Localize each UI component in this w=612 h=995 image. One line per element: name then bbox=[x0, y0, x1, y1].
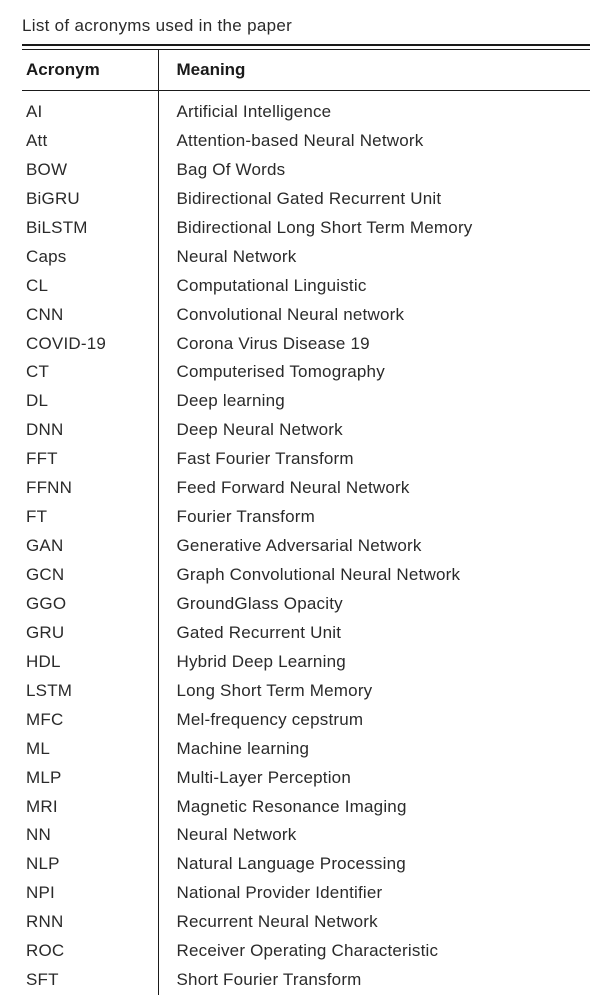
acronym-cell: NN bbox=[22, 821, 158, 850]
meaning-cell: Mel-frequency cepstrum bbox=[158, 706, 590, 735]
table-row: DLDeep learning bbox=[22, 387, 590, 416]
acronym-cell: COVID-19 bbox=[22, 330, 158, 359]
table-row: GCNGraph Convolutional Neural Network bbox=[22, 561, 590, 590]
table-row: CLComputational Linguistic bbox=[22, 272, 590, 301]
meaning-cell: Natural Language Processing bbox=[158, 850, 590, 879]
table-row: GANGenerative Adversarial Network bbox=[22, 532, 590, 561]
meaning-cell: Neural Network bbox=[158, 821, 590, 850]
acronym-cell: ML bbox=[22, 735, 158, 764]
acronym-table-wrap: Acronym Meaning AIArtificial Intelligenc… bbox=[22, 44, 590, 995]
table-row: GGOGroundGlass Opacity bbox=[22, 590, 590, 619]
acronym-cell: GCN bbox=[22, 561, 158, 590]
meaning-cell: Deep Neural Network bbox=[158, 416, 590, 445]
acronym-cell: BiGRU bbox=[22, 185, 158, 214]
table-row: FTFourier Transform bbox=[22, 503, 590, 532]
table-row: MFCMel-frequency cepstrum bbox=[22, 706, 590, 735]
table-row: GRUGated Recurrent Unit bbox=[22, 619, 590, 648]
meaning-cell: Gated Recurrent Unit bbox=[158, 619, 590, 648]
col-header-meaning: Meaning bbox=[158, 50, 590, 91]
table-row: MLPMulti-Layer Perception bbox=[22, 764, 590, 793]
table-row: CNNConvolutional Neural network bbox=[22, 301, 590, 330]
meaning-cell: Hybrid Deep Learning bbox=[158, 648, 590, 677]
acronym-cell: BOW bbox=[22, 156, 158, 185]
meaning-cell: Computerised Tomography bbox=[158, 358, 590, 387]
table-body: AIArtificial IntelligenceAttAttention-ba… bbox=[22, 91, 590, 995]
table-row: SFTShort Fourier Transform bbox=[22, 966, 590, 995]
meaning-cell: Computational Linguistic bbox=[158, 272, 590, 301]
table-row: HDLHybrid Deep Learning bbox=[22, 648, 590, 677]
table-row: MLMachine learning bbox=[22, 735, 590, 764]
table-row: AttAttention-based Neural Network bbox=[22, 127, 590, 156]
meaning-cell: Deep learning bbox=[158, 387, 590, 416]
table-header-row: Acronym Meaning bbox=[22, 50, 590, 91]
table-row: COVID-19Corona Virus Disease 19 bbox=[22, 330, 590, 359]
meaning-cell: Magnetic Resonance Imaging bbox=[158, 793, 590, 822]
table-row: FFTFast Fourier Transform bbox=[22, 445, 590, 474]
table-row: AIArtificial Intelligence bbox=[22, 91, 590, 127]
table-row: FFNNFeed Forward Neural Network bbox=[22, 474, 590, 503]
acronym-cell: ROC bbox=[22, 937, 158, 966]
meaning-cell: Feed Forward Neural Network bbox=[158, 474, 590, 503]
table-row: CTComputerised Tomography bbox=[22, 358, 590, 387]
meaning-cell: Long Short Term Memory bbox=[158, 677, 590, 706]
acronym-cell: LSTM bbox=[22, 677, 158, 706]
meaning-cell: Short Fourier Transform bbox=[158, 966, 590, 995]
meaning-cell: Bidirectional Long Short Term Memory bbox=[158, 214, 590, 243]
acronym-table: Acronym Meaning AIArtificial Intelligenc… bbox=[22, 50, 590, 995]
table-row: BiLSTMBidirectional Long Short Term Memo… bbox=[22, 214, 590, 243]
meaning-cell: Machine learning bbox=[158, 735, 590, 764]
acronym-cell: SFT bbox=[22, 966, 158, 995]
table-row: MRIMagnetic Resonance Imaging bbox=[22, 793, 590, 822]
table-row: BiGRUBidirectional Gated Recurrent Unit bbox=[22, 185, 590, 214]
acronym-cell: MLP bbox=[22, 764, 158, 793]
table-row: BOWBag Of Words bbox=[22, 156, 590, 185]
acronym-cell: CT bbox=[22, 358, 158, 387]
table-row: RNNRecurrent Neural Network bbox=[22, 908, 590, 937]
acronym-cell: MFC bbox=[22, 706, 158, 735]
acronym-cell: FFNN bbox=[22, 474, 158, 503]
meaning-cell: Convolutional Neural network bbox=[158, 301, 590, 330]
table-row: CapsNeural Network bbox=[22, 243, 590, 272]
acronym-cell: HDL bbox=[22, 648, 158, 677]
col-header-acronym: Acronym bbox=[22, 50, 158, 91]
acronym-cell: GGO bbox=[22, 590, 158, 619]
acronym-cell: GRU bbox=[22, 619, 158, 648]
acronym-cell: CL bbox=[22, 272, 158, 301]
meaning-cell: Fourier Transform bbox=[158, 503, 590, 532]
acronym-cell: DL bbox=[22, 387, 158, 416]
acronym-cell: FFT bbox=[22, 445, 158, 474]
acronym-cell: FT bbox=[22, 503, 158, 532]
meaning-cell: GroundGlass Opacity bbox=[158, 590, 590, 619]
meaning-cell: Fast Fourier Transform bbox=[158, 445, 590, 474]
acronym-cell: MRI bbox=[22, 793, 158, 822]
meaning-cell: Attention-based Neural Network bbox=[158, 127, 590, 156]
meaning-cell: Bidirectional Gated Recurrent Unit bbox=[158, 185, 590, 214]
meaning-cell: Bag Of Words bbox=[158, 156, 590, 185]
meaning-cell: Artificial Intelligence bbox=[158, 91, 590, 127]
acronym-cell: Caps bbox=[22, 243, 158, 272]
acronym-cell: GAN bbox=[22, 532, 158, 561]
table-row: LSTMLong Short Term Memory bbox=[22, 677, 590, 706]
acronym-cell: DNN bbox=[22, 416, 158, 445]
meaning-cell: Recurrent Neural Network bbox=[158, 908, 590, 937]
acronym-cell: Att bbox=[22, 127, 158, 156]
meaning-cell: Neural Network bbox=[158, 243, 590, 272]
acronym-cell: BiLSTM bbox=[22, 214, 158, 243]
table-row: NNNeural Network bbox=[22, 821, 590, 850]
acronym-cell: RNN bbox=[22, 908, 158, 937]
meaning-cell: Multi-Layer Perception bbox=[158, 764, 590, 793]
acronym-cell: AI bbox=[22, 91, 158, 127]
meaning-cell: Receiver Operating Characteristic bbox=[158, 937, 590, 966]
acronym-cell: CNN bbox=[22, 301, 158, 330]
table-caption: List of acronyms used in the paper bbox=[22, 16, 590, 36]
table-row: ROCReceiver Operating Characteristic bbox=[22, 937, 590, 966]
meaning-cell: Generative Adversarial Network bbox=[158, 532, 590, 561]
meaning-cell: Graph Convolutional Neural Network bbox=[158, 561, 590, 590]
meaning-cell: Corona Virus Disease 19 bbox=[158, 330, 590, 359]
table-row: NLPNatural Language Processing bbox=[22, 850, 590, 879]
acronym-cell: NLP bbox=[22, 850, 158, 879]
table-row: DNNDeep Neural Network bbox=[22, 416, 590, 445]
